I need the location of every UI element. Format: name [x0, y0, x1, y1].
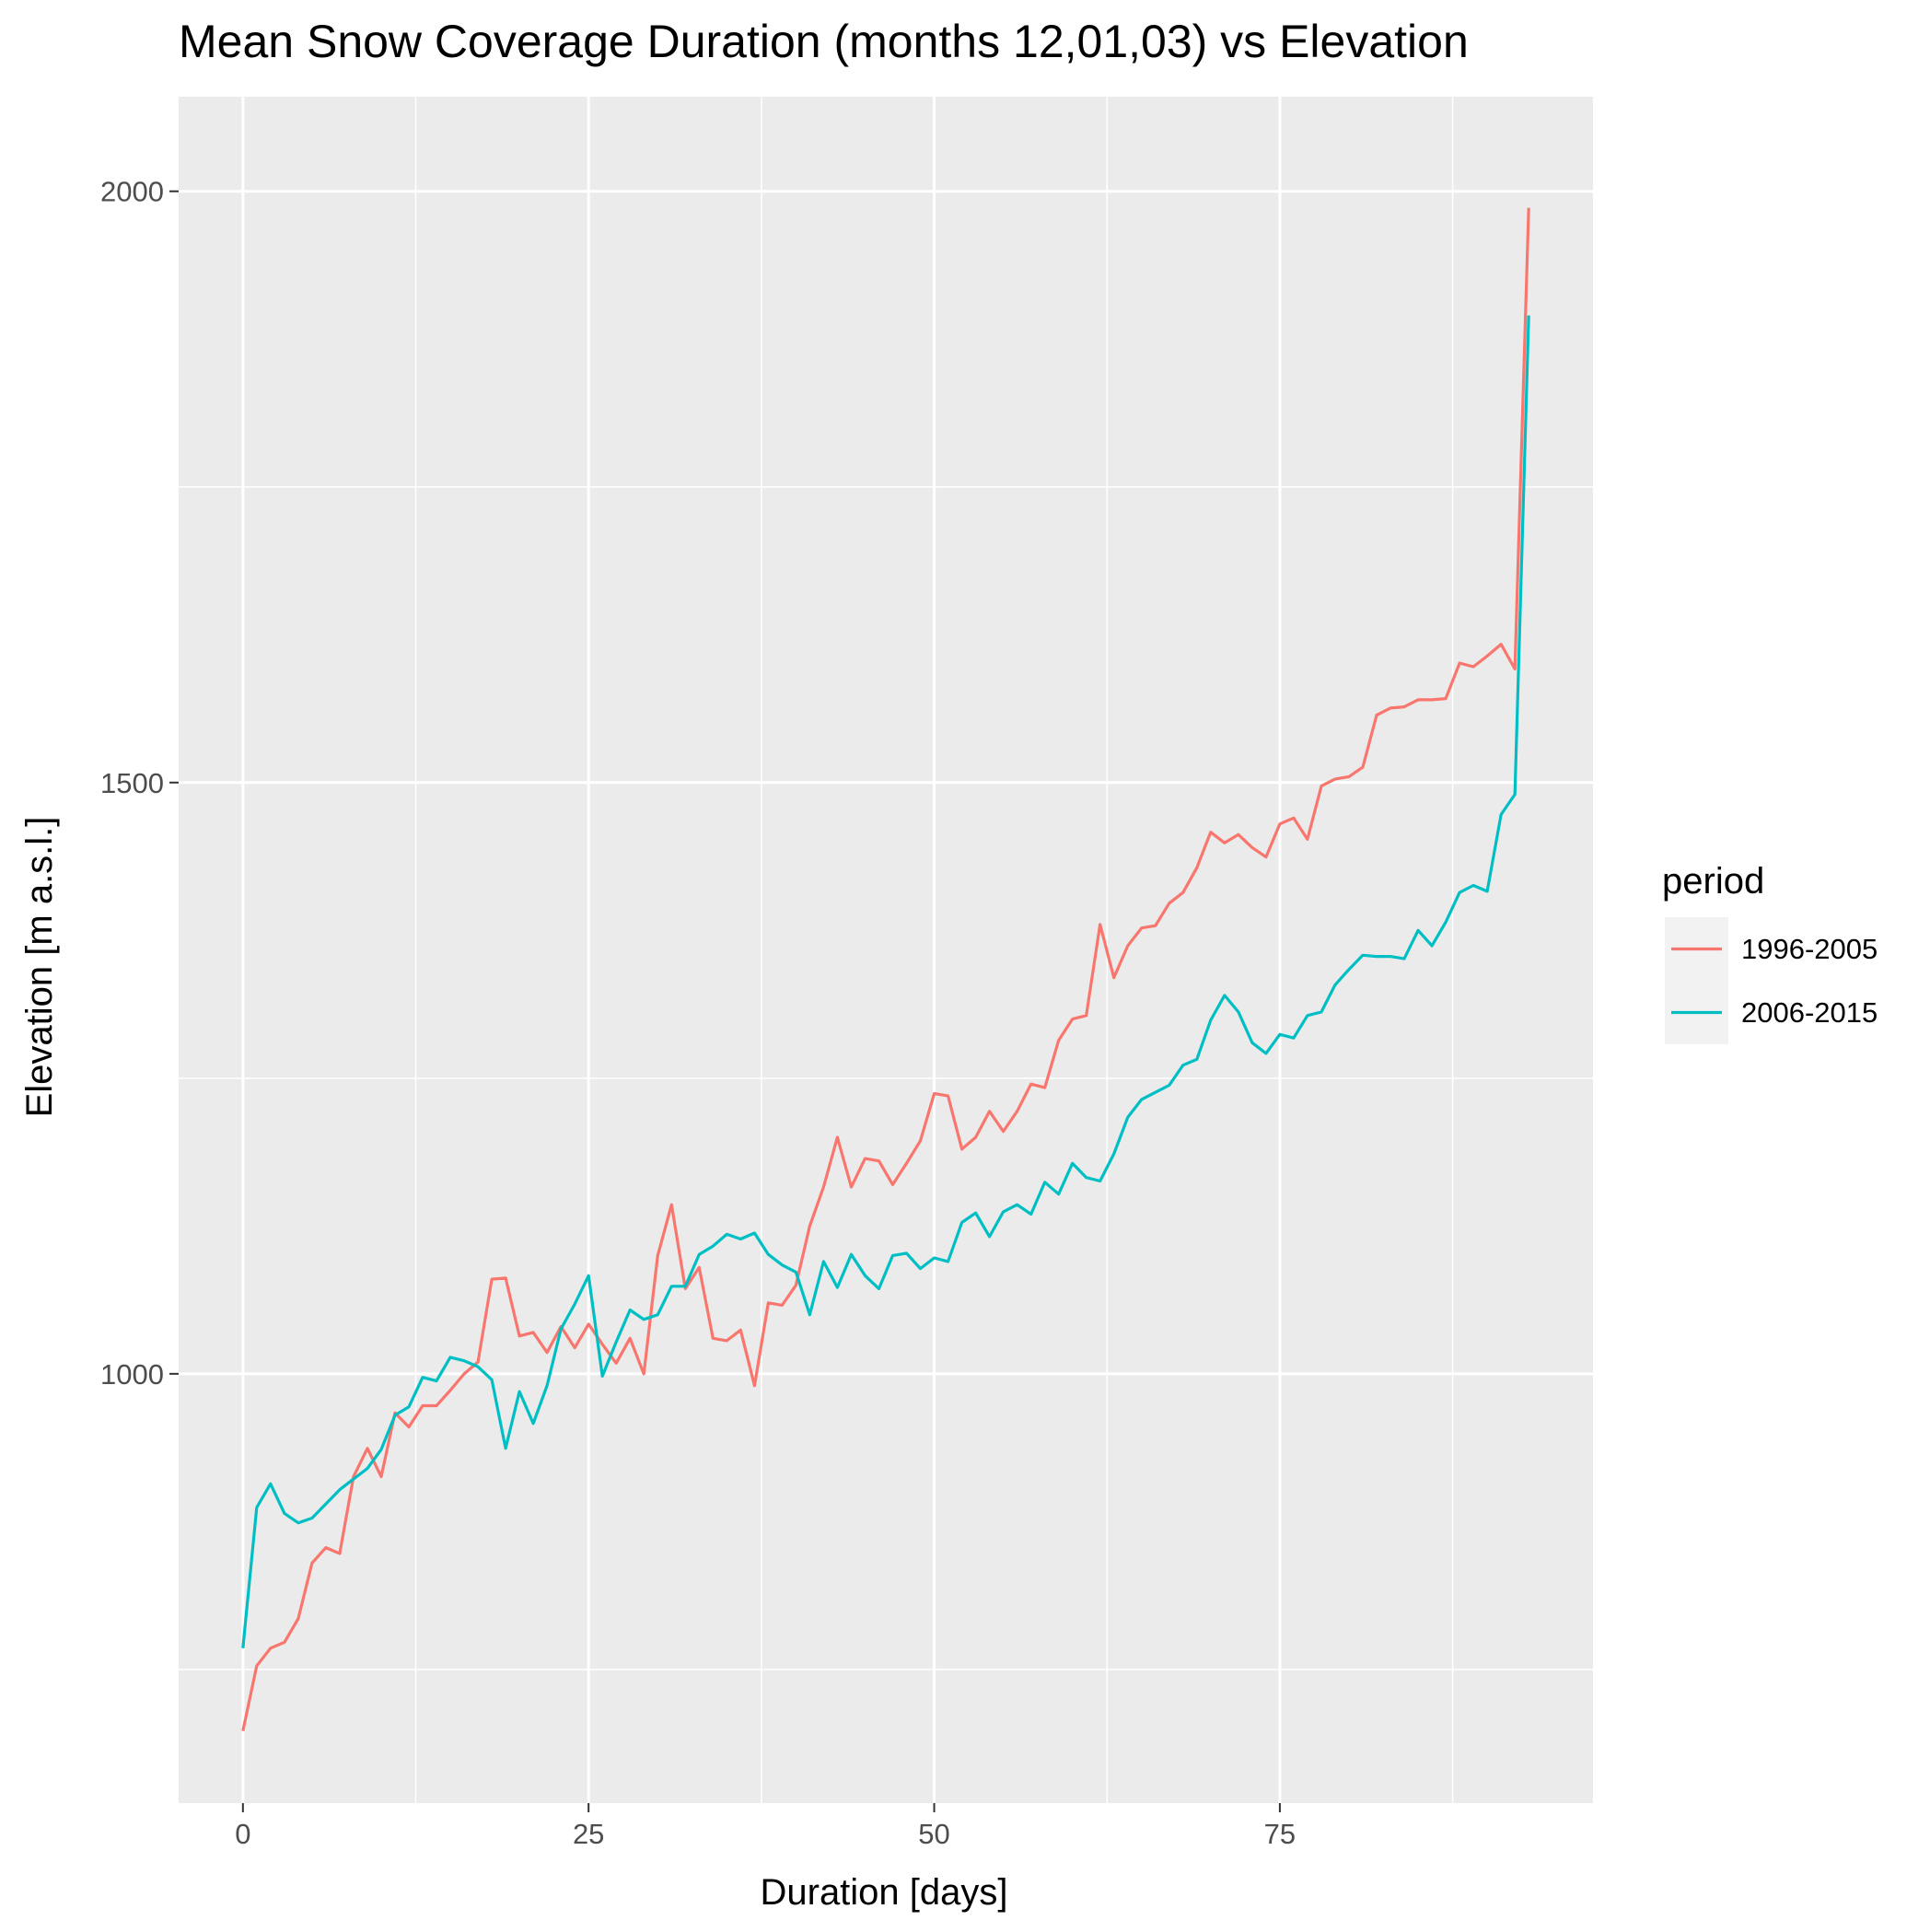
y-tick-label: 2000: [100, 176, 164, 208]
plot-panel: [179, 97, 1593, 1803]
x-tick-label: 0: [235, 1818, 250, 1850]
y-tick-label: 1500: [100, 767, 164, 799]
major-gridlines: [179, 97, 1593, 1803]
axis-ticks: [169, 190, 1281, 1812]
series-layer: [241, 207, 1530, 1732]
legend-title: period: [1662, 861, 1764, 902]
y-tick-label: 1000: [100, 1358, 164, 1391]
legend-label-2: 2006-2015: [1741, 996, 1878, 1029]
series-line-1: [241, 207, 1530, 1732]
legend-label-1: 1996-2005: [1741, 933, 1878, 965]
y-axis-title: Elevation [m a.s.l.]: [19, 817, 60, 1118]
x-tick-label: 75: [1264, 1818, 1296, 1850]
series-line-2: [241, 315, 1530, 1648]
x-tick-label: 25: [573, 1818, 604, 1850]
chart-title: Mean Snow Coverage Duration (months 12,0…: [179, 16, 1469, 67]
legend: period 1996-2005 2006-2015: [1662, 861, 1878, 1044]
x-axis-title: Duration [days]: [760, 1872, 1007, 1913]
x-tick-label: 50: [918, 1818, 949, 1850]
tick-labels: 0 25 50 75 1000 1500 2000: [100, 176, 1296, 1850]
